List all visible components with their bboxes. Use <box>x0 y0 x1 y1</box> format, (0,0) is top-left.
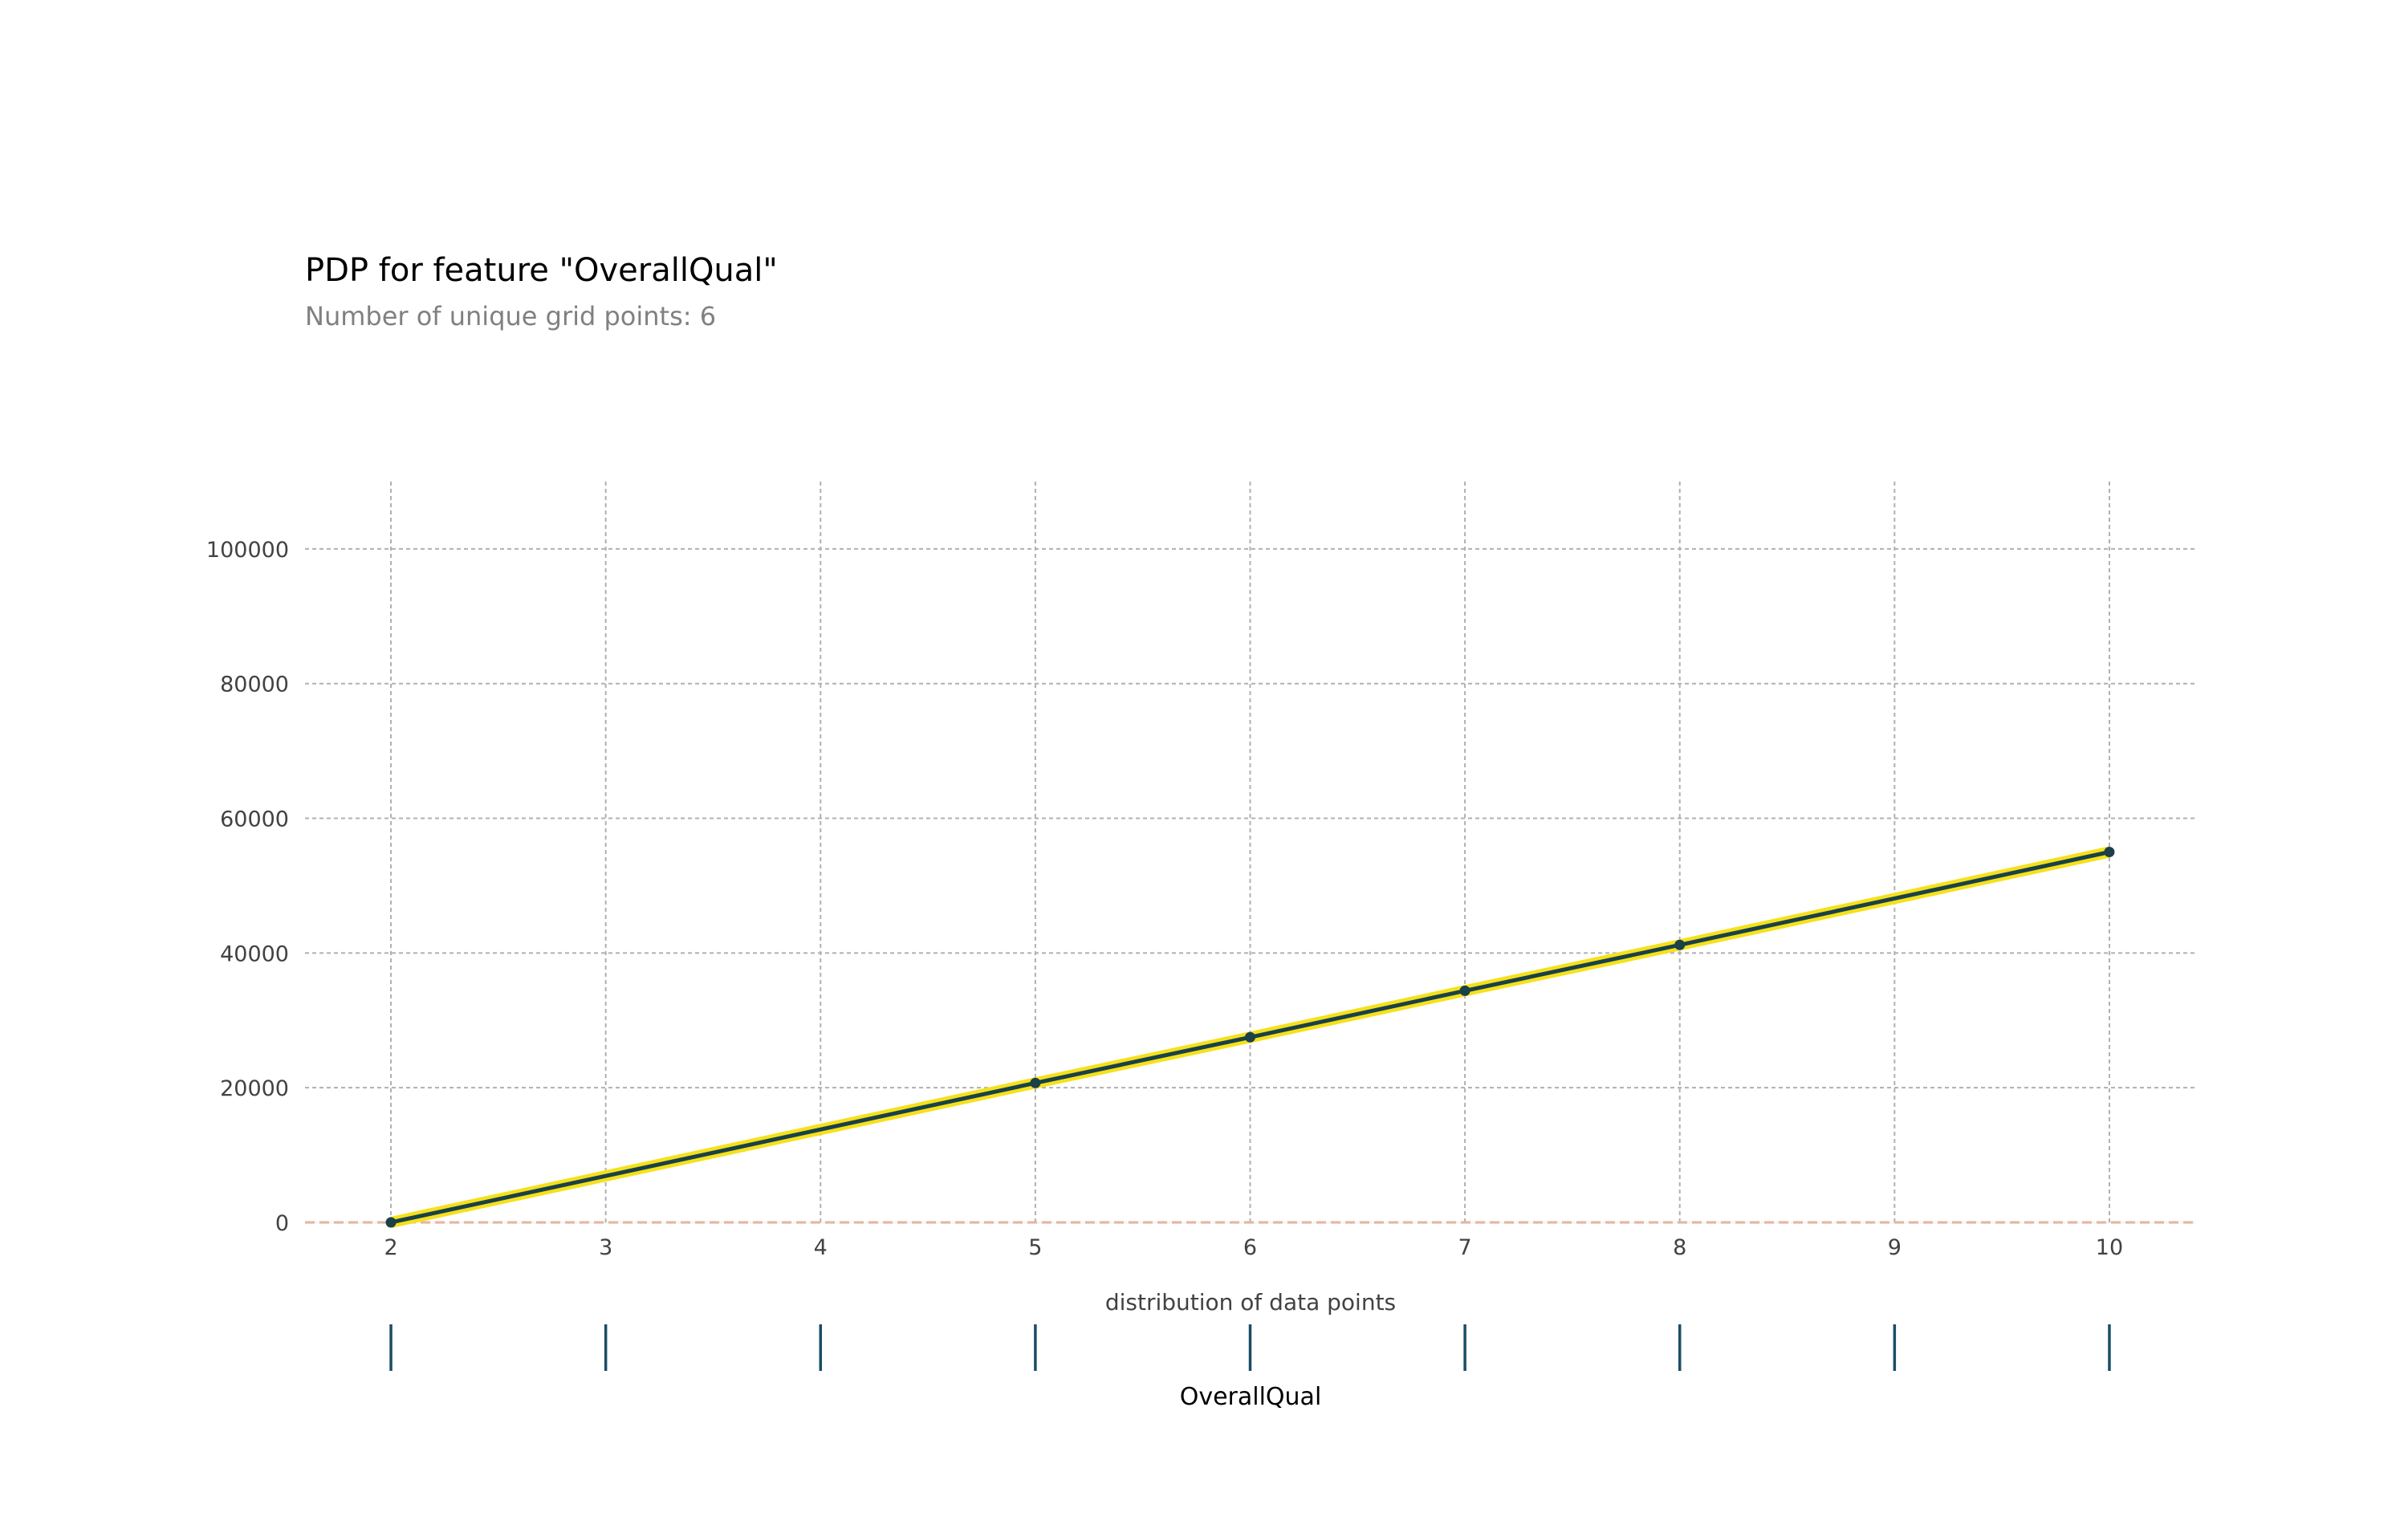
grid-lines <box>305 482 2195 1224</box>
x-tick-label: 10 <box>2096 1235 2123 1260</box>
pdp-line-path <box>390 850 2110 1225</box>
x-tick-label: 4 <box>814 1235 828 1260</box>
pdp-point <box>1674 939 1686 950</box>
x-tick-label: 9 <box>1888 1235 1902 1260</box>
x-tick-label: 5 <box>1028 1235 1042 1260</box>
y-tick-labels: 0 20000 40000 60000 80000 100000 <box>206 538 289 1236</box>
pdp-point <box>1459 985 1470 996</box>
pdp-line <box>390 850 2110 1225</box>
y-tick-label: 80000 <box>220 673 289 697</box>
distribution-label: distribution of data points <box>1105 1289 1396 1316</box>
pdp-point <box>1245 1031 1255 1043</box>
pdp-point <box>2104 847 2115 857</box>
pdp-point <box>1030 1077 1041 1088</box>
y-tick-label: 100000 <box>206 538 289 563</box>
x-tick-label: 3 <box>599 1235 612 1260</box>
pdp-point <box>385 1217 397 1228</box>
y-tick-label: 40000 <box>220 941 289 966</box>
x-tick-label: 8 <box>1673 1235 1686 1260</box>
x-tick-label: 7 <box>1458 1235 1472 1260</box>
distribution-markers <box>389 1324 2111 1371</box>
chart-subtitle: Number of unique grid points: 6 <box>305 301 716 331</box>
y-tick-label: 20000 <box>220 1076 289 1101</box>
y-tick-label: 60000 <box>220 807 289 832</box>
y-tick-label: 0 <box>275 1211 289 1236</box>
x-tick-label: 6 <box>1243 1235 1257 1260</box>
pdp-markers <box>385 847 2115 1228</box>
x-tick-label: 2 <box>384 1235 397 1260</box>
x-axis-label: OverallQual <box>1180 1383 1322 1411</box>
chart-title: PDP for feature "OverallQual" <box>305 252 778 289</box>
x-tick-labels: 2 3 4 5 6 7 8 9 10 <box>384 1235 2123 1260</box>
